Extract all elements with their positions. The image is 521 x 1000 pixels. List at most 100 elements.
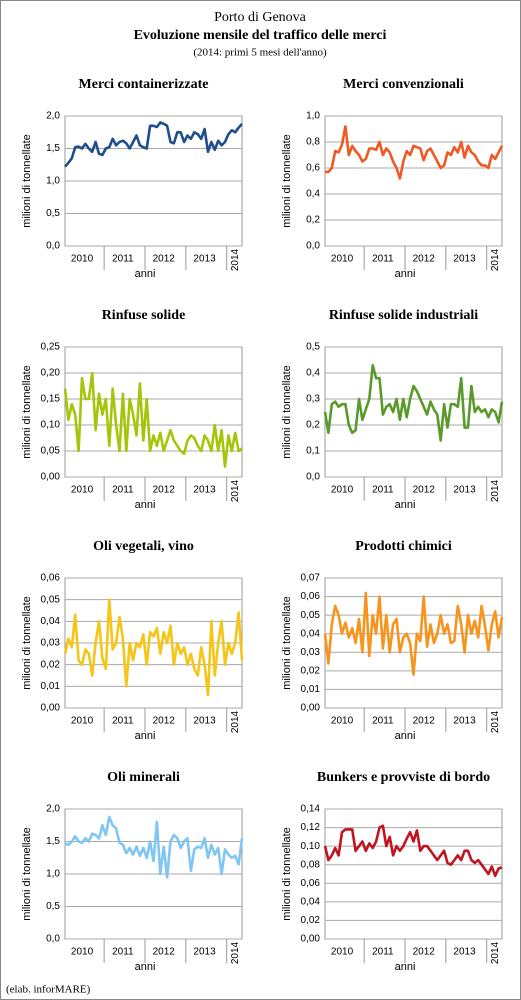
y-tick-label: 0,03 [301,647,321,658]
x-axis-label: anni [395,268,416,280]
x-tick-label: 2013 [453,716,476,727]
x-tick-label: 2010 [71,716,94,727]
chart-title: Bunkers e provviste di bordo [317,770,490,785]
y-tick-label: 0,10 [41,420,61,431]
y-tick-label: 0,12 [301,822,321,833]
x-tick-label: 2012 [413,947,436,958]
y-tick-label: 0,02 [301,915,321,926]
x-tick-label: 2014 [230,248,241,271]
x-tick-label: 2012 [413,485,436,496]
x-tick-label: 2013 [193,485,216,496]
data-line [63,598,244,697]
data-line [64,815,244,879]
chart-title: Merci convenzionali [343,77,464,92]
y-tick-label: 0,05 [41,446,61,457]
y-tick-label: 0,02 [41,659,61,670]
chart-title: Prodotti chimici [355,539,452,554]
y-tick-label: 0,0 [46,241,60,252]
y-tick-label: 0,00 [301,703,321,714]
x-tick-label: 2010 [331,254,354,265]
y-tick-label: 0,3 [306,394,320,405]
y-tick-label: 0,5 [306,342,320,353]
x-axis-label: anni [135,730,156,742]
x-tick-label: 2011 [112,716,134,727]
plot-area [64,346,243,478]
x-tick-label: 2010 [331,716,354,727]
x-tick-label: 2010 [331,485,354,496]
chart-title: Merci containerizzate [79,77,209,92]
y-tick-label: 0,00 [301,934,321,945]
x-tick-label: 2011 [112,485,134,496]
y-tick-label: 0,14 [301,804,321,815]
y-tick-label: 0,6 [306,163,320,174]
chart-title: Oli vegetali, vino [93,539,194,554]
y-tick-label: 1,5 [46,836,60,847]
x-axis-label: anni [395,730,416,742]
x-tick-label: 2012 [153,254,176,265]
y-axis-label: milioni di tonnellate [21,365,33,459]
page-subtitle: Evoluzione mensile del traffico delle me… [134,28,387,43]
y-axis-label: milioni di tonnellate [281,827,293,921]
x-tick-label: 2014 [490,248,501,271]
x-axis-label: anni [135,499,156,511]
plot-area [324,808,503,940]
y-tick-label: 0,05 [301,610,321,621]
y-tick-label: 0,10 [301,841,321,852]
x-tick-label: 2014 [490,710,501,733]
x-tick-label: 2014 [230,479,241,502]
y-tick-label: 1,5 [46,143,60,154]
chart-title: Rinfuse solide [102,308,186,323]
chart-title: Rinfuse solide industriali [329,308,478,323]
y-tick-label: 0,04 [41,616,61,627]
y-tick-label: 0,00 [41,703,61,714]
x-tick-label: 2011 [372,254,394,265]
y-axis-label: milioni di tonnellate [281,134,293,228]
y-tick-label: 0,00 [41,472,61,483]
x-tick-label: 2011 [372,947,394,958]
x-tick-label: 2013 [453,485,476,496]
y-axis-label: milioni di tonnellate [21,134,33,228]
y-axis-label: milioni di tonnellate [281,365,293,459]
x-tick-label: 2010 [71,485,94,496]
y-tick-label: 0,20 [41,368,61,379]
x-tick-label: 2013 [453,254,476,265]
y-tick-label: 0,03 [41,638,61,649]
x-axis-label: anni [135,961,156,973]
y-tick-label: 0,04 [301,628,321,639]
y-tick-label: 0,08 [301,859,321,870]
page-title: Porto di Genova [214,10,307,25]
y-tick-label: 0,4 [306,189,320,200]
x-tick-label: 2012 [413,716,436,727]
y-tick-label: 1,0 [46,176,60,187]
y-tick-label: 0,0 [306,472,320,483]
y-tick-label: 0,8 [306,137,320,148]
y-tick-label: 0,01 [41,681,61,692]
y-tick-label: 1,0 [46,869,60,880]
y-tick-label: 0,05 [41,594,61,605]
x-axis-label: anni [135,268,156,280]
footer: (elab. inforMARE) [6,984,91,996]
x-tick-label: 2013 [193,716,216,727]
y-tick-label: 0,04 [301,896,321,907]
y-tick-label: 0,02 [301,665,321,676]
data-line [325,125,504,180]
y-tick-label: 2,0 [46,111,60,122]
x-tick-label: 2014 [230,710,241,733]
x-tick-label: 2011 [372,485,394,496]
x-tick-label: 2010 [71,254,94,265]
chart-title: Oli minerali [107,770,180,785]
data-line [64,121,243,168]
y-tick-label: 0,0 [306,241,320,252]
x-tick-label: 2010 [331,947,354,958]
x-tick-label: 2011 [112,254,134,265]
y-tick-label: 0,01 [301,684,321,695]
y-tick-label: 0,5 [46,208,60,219]
y-tick-label: 0,06 [301,591,321,602]
x-tick-label: 2012 [153,716,176,727]
y-tick-label: 0,2 [306,420,320,431]
x-tick-label: 2013 [193,254,216,265]
x-tick-label: 2014 [230,941,241,964]
page-note: (2014: primi 5 mesi dell'anno) [193,47,327,59]
x-tick-label: 2010 [71,947,94,958]
